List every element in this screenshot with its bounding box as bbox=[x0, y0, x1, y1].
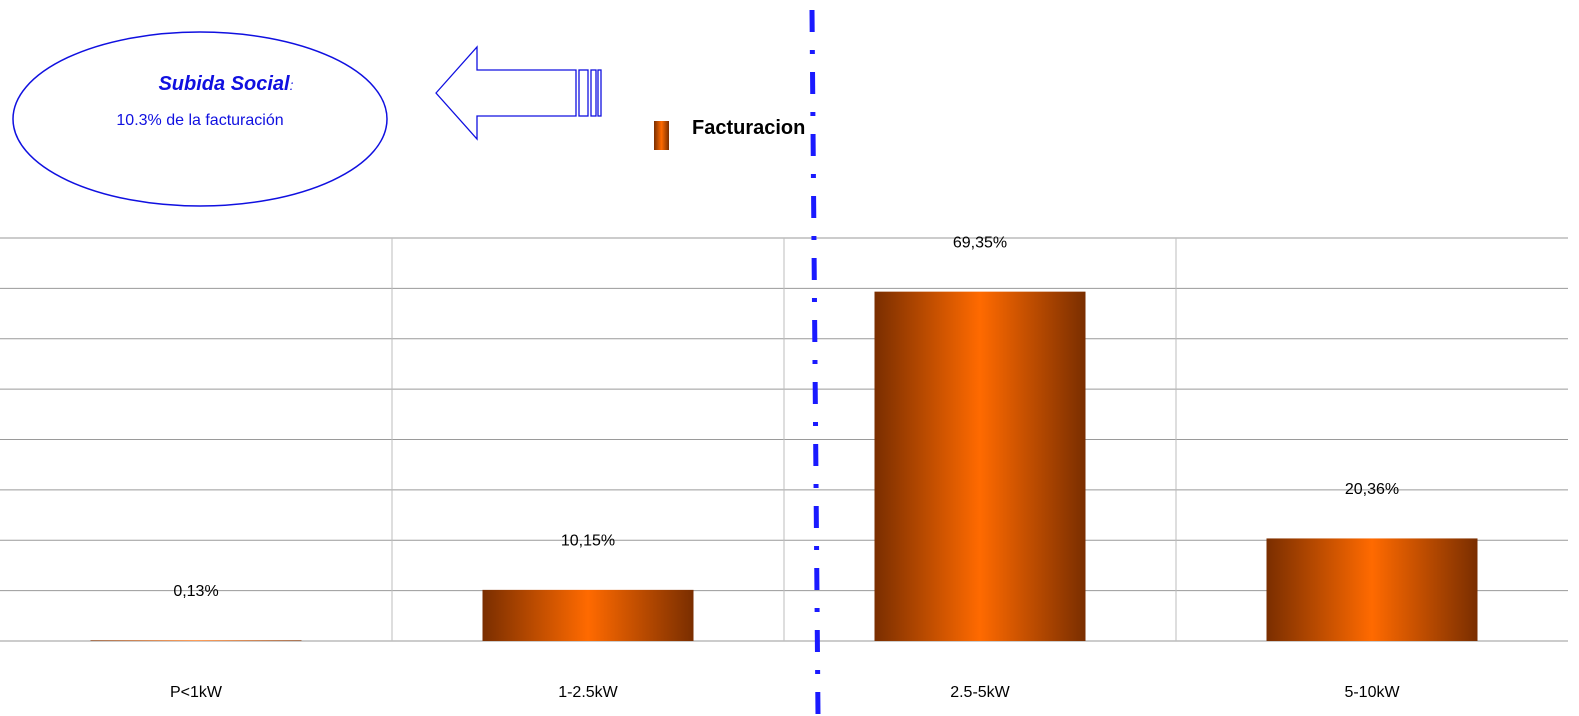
callout: Subida Social: 10.3% de la facturación bbox=[12, 31, 388, 207]
bar-3 bbox=[1266, 538, 1478, 641]
data-label: 69,35% bbox=[953, 234, 1007, 251]
callout-title-suffix: : bbox=[290, 77, 294, 93]
legend: Facturacion bbox=[654, 117, 805, 150]
x-tick-labels: P<1kW 1-2.5kW 2.5-5kW 5-10kW bbox=[170, 684, 1400, 701]
data-labels: 0,13% 10,15% 69,35% 20,36% bbox=[173, 234, 1399, 600]
callout-heading: Subida Social: bbox=[158, 73, 293, 95]
data-label: 0,13% bbox=[173, 583, 218, 600]
callout-ellipse bbox=[12, 31, 388, 207]
divider-line bbox=[809, 9, 821, 716]
x-tick-label: 5-10kW bbox=[1344, 684, 1400, 701]
bar-2 bbox=[874, 291, 1086, 641]
callout-text: 10.3% de la facturación bbox=[116, 112, 283, 129]
left-arrow-icon bbox=[435, 45, 602, 141]
legend-label: Facturacion bbox=[692, 117, 805, 139]
data-label: 20,36% bbox=[1345, 481, 1399, 498]
grid-lines bbox=[0, 237, 1568, 642]
bar-1 bbox=[482, 589, 694, 641]
legend-swatch bbox=[654, 121, 669, 150]
callout-title: Subida Social bbox=[158, 73, 290, 95]
x-tick-label: 1-2.5kW bbox=[558, 684, 618, 701]
data-label: 10,15% bbox=[561, 532, 615, 549]
x-tick-label: 2.5-5kW bbox=[950, 684, 1010, 701]
bars bbox=[90, 291, 1478, 641]
x-tick-label: P<1kW bbox=[170, 684, 223, 701]
bar-0 bbox=[90, 640, 302, 641]
